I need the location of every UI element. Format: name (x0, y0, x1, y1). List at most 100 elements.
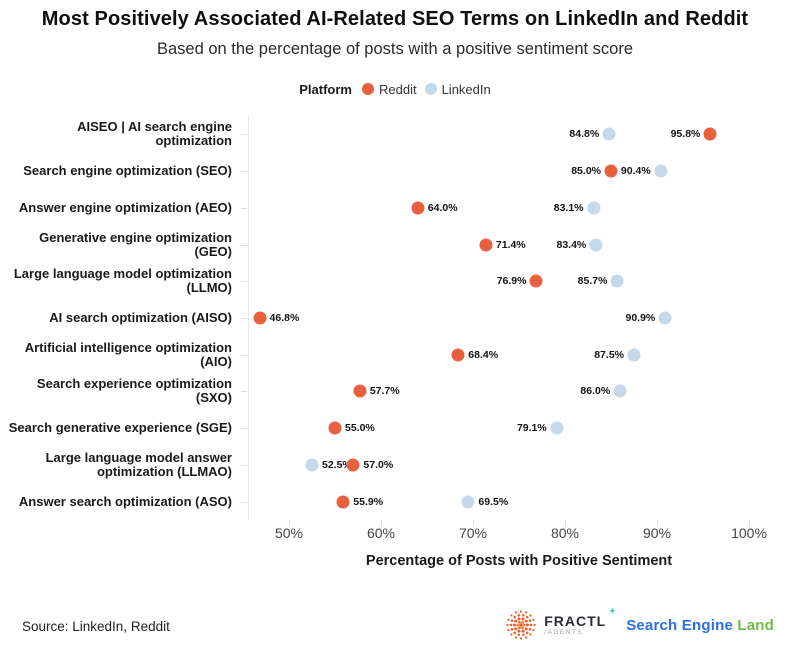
linkedin-dot (602, 127, 616, 141)
linkedin-dot (610, 274, 624, 288)
row-plot: 57.7% 86.0% (241, 373, 790, 410)
category-label: Answer search optimization (ASO) (18, 493, 232, 509)
reddit-dot (451, 348, 465, 362)
sparkle-icon: ✦ (608, 605, 617, 616)
reddit-dot (353, 384, 367, 398)
y-tick (241, 281, 247, 283)
reddit-dot-icon (362, 83, 374, 95)
x-tick-label: 80% (550, 525, 580, 541)
category-label: Search experience optimization (SXO) (36, 376, 232, 406)
reddit-dot (411, 201, 425, 215)
linkedin-value-label: 79.1% (516, 422, 547, 435)
legend-item-reddit: Reddit (362, 82, 417, 97)
legend-title: Platform (299, 81, 352, 97)
reddit-value-label: 57.0% (363, 458, 394, 471)
linkedin-dot (658, 311, 672, 325)
reddit-value-label: 76.9% (496, 275, 527, 288)
chart-row: Generative engine optimization (GEO) 71.4… (0, 226, 790, 263)
linkedin-value-label: 69.5% (478, 495, 509, 508)
linkedin-value-label: 84.8% (569, 128, 600, 141)
linkedin-dot (550, 421, 564, 435)
row-plot: 57.0% 52.5% (241, 446, 790, 483)
chart-rows: AISEO | AI search engine optimization 95.… (0, 116, 790, 520)
fractl-agents-label: /AGENTS (544, 628, 584, 636)
linkedin-dot-icon (424, 83, 437, 95)
linkedin-dot (461, 495, 475, 509)
sel-text-green: Land (737, 616, 774, 634)
category-label: Generative engine optimization (GEO) (39, 229, 232, 259)
x-tick (657, 520, 658, 526)
linkedin-value-label: 90.4% (620, 165, 651, 178)
linkedin-value-label: 85.7% (577, 275, 608, 288)
chart-row: AI search optimization (AISO) 46.8% 90.9% (0, 300, 790, 337)
category-label: Search generative experience (SGE) (8, 420, 232, 436)
footer: Source: LinkedIn, Reddit FRACTL ✦ /AGENT… (0, 598, 790, 652)
reddit-dot (479, 238, 493, 252)
reddit-value-label: 85.0% (571, 165, 601, 178)
row-plot: 64.0% 83.1% (241, 189, 790, 226)
reddit-value-label: 95.8% (670, 128, 701, 141)
chart-row: Search engine optimization (SEO) 85.0% 90.… (0, 153, 790, 190)
chart-row: Search experience optimization (SXO) 57.7… (0, 373, 790, 410)
source-note: Source: LinkedIn, Reddit (22, 619, 170, 634)
chart-row: Large language model optimization (LLMO)… (0, 263, 790, 300)
row-plot: 76.9% 85.7% (241, 263, 790, 300)
x-tick (381, 520, 382, 526)
reddit-dot (328, 421, 342, 435)
reddit-dot (336, 495, 350, 509)
linkedin-value-label: 87.5% (594, 348, 624, 361)
y-tick (241, 428, 247, 430)
chart-row: Artificial intelligence optimization (AI… (0, 336, 790, 373)
linkedin-value-label: 52.5% (322, 458, 352, 471)
chart-row: Answer search optimization (ASO) 55.9% 69.… (0, 483, 790, 520)
y-tick (241, 464, 247, 466)
fractl-wordmark: FRACTL ✦ /AGENTS (544, 606, 616, 637)
sel-text-blue: Search Engine (626, 616, 738, 634)
linkedin-dot (305, 458, 319, 472)
fractl-logo: FRACTL ✦ /AGENTS (505, 606, 616, 641)
row-plot: 46.8% 90.9% (241, 300, 790, 337)
reddit-dot (529, 274, 543, 288)
row-plot: 95.8% 84.8% (241, 116, 790, 153)
linkedin-value-label: 86.0% (580, 385, 611, 398)
chart-row: Search generative experience (SGE) 55.0% 7… (0, 410, 790, 447)
legend: Platform Reddit LinkedIn (0, 79, 790, 99)
category-label: Artificial intelligence optimization (AI… (24, 339, 232, 369)
reddit-value-label: 71.4% (495, 238, 526, 251)
chart-row: Answer engine optimization (AEO) 64.0% 83.… (0, 189, 790, 226)
y-axis-line (248, 116, 249, 520)
x-tick-label: 100% (731, 525, 767, 541)
linkedin-dot (654, 164, 668, 178)
x-tick-label: 70% (458, 525, 488, 541)
category-label: Large language model answer optimization… (45, 449, 232, 479)
reddit-dot (703, 127, 717, 141)
y-tick (241, 391, 247, 393)
reddit-value-label: 46.8% (269, 311, 300, 324)
y-tick (241, 207, 247, 209)
x-tick (749, 520, 750, 526)
linkedin-value-label: 83.1% (553, 201, 584, 214)
chart-area: AISEO | AI search engine optimization 95.… (0, 116, 790, 586)
reddit-dot (346, 458, 360, 472)
x-tick (289, 520, 290, 526)
chart-row: AISEO | AI search engine optimization 95.… (0, 116, 790, 153)
y-tick (241, 244, 247, 246)
x-tick (565, 520, 566, 526)
category-label: AI search optimization (AISO) (49, 309, 232, 325)
category-label: Large language model optimization (LLMO) (13, 266, 232, 296)
category-label: AISEO | AI search engine optimization (77, 119, 232, 149)
fractl-sunburst-icon (506, 610, 536, 640)
reddit-value-label: 55.9% (353, 495, 384, 508)
fractl-name: FRACTL (544, 612, 607, 629)
linkedin-value-label: 90.9% (625, 311, 656, 324)
row-plot: 55.0% 79.1% (241, 410, 790, 447)
x-axis-title: Percentage of Posts with Positive Sentim… (365, 553, 673, 569)
reddit-value-label: 64.0% (427, 201, 458, 214)
chart-row: Large language model answer optimization… (0, 446, 790, 483)
legend-item-linkedin: LinkedIn (424, 82, 491, 97)
category-label: Search engine optimization (SEO) (23, 163, 232, 179)
search-engine-land-logo: Search Engine Land (626, 617, 774, 634)
x-tick-label: 50% (274, 525, 304, 541)
row-plot: 55.9% 69.5% (241, 483, 790, 520)
